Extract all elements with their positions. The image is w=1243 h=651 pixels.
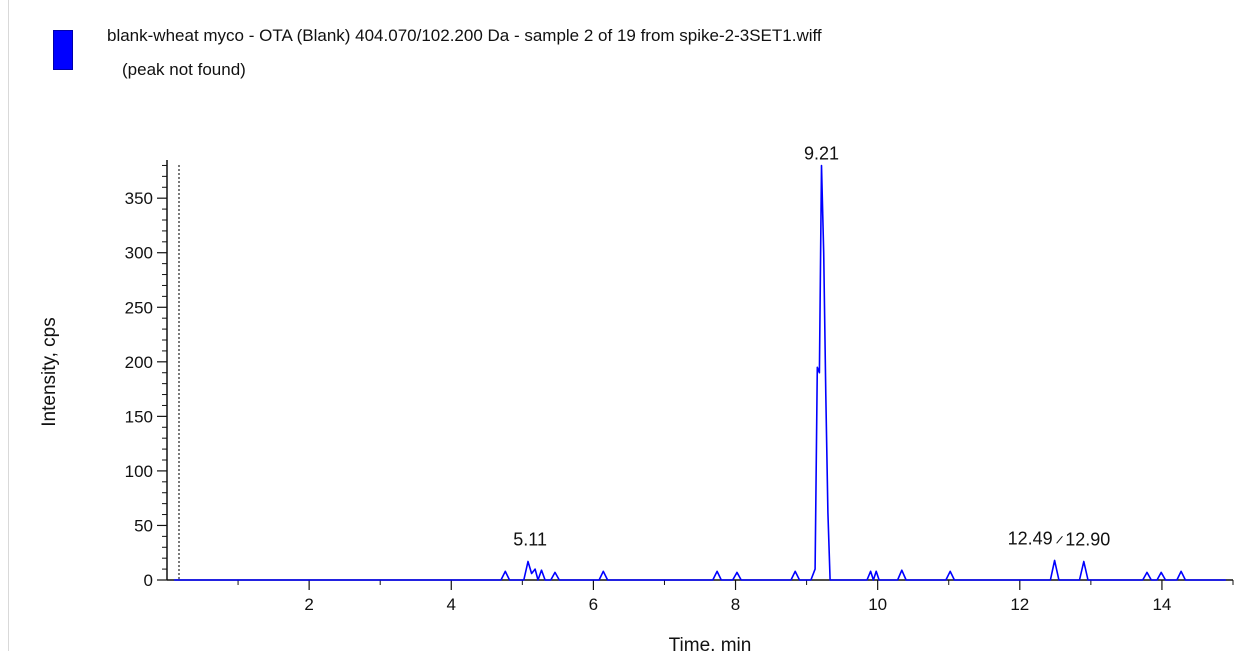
y-tick-label: 0	[144, 571, 153, 590]
y-tick-label: 250	[125, 298, 153, 317]
y-tick-label: 350	[125, 189, 153, 208]
label-connector	[1056, 536, 1063, 544]
x-tick-label: 14	[1152, 595, 1171, 614]
x-axis-title: Time, min	[669, 635, 752, 651]
peak-label: 12.90	[1065, 529, 1110, 549]
legend-title: blank-wheat myco - OTA (Blank) 404.070/1…	[107, 26, 822, 45]
x-tick-label: 2	[304, 595, 313, 614]
series-line-0	[174, 164, 1226, 581]
peak-label: 5.11	[513, 529, 547, 549]
chart-series	[174, 164, 1226, 581]
x-tick-label: 8	[731, 595, 740, 614]
y-tick-label: 50	[134, 516, 153, 535]
x-tick-label: 12	[1010, 595, 1029, 614]
legend-swatch	[53, 30, 73, 70]
y-tick-label: 300	[125, 244, 153, 263]
y-tick-label: 200	[125, 353, 153, 372]
peak-label: 12.49	[1008, 528, 1053, 548]
chart-axes	[166, 160, 1233, 581]
x-tick-label: 6	[589, 595, 598, 614]
legend-subtitle: (peak not found)	[122, 60, 246, 79]
y-tick-label: 150	[125, 407, 153, 426]
x-tick-label: 4	[447, 595, 456, 614]
panel-border-line	[8, 0, 9, 651]
y-axis-title: Intensity, cps	[39, 317, 60, 426]
chart-ticks: 0 50 100 150 200 250 300 350 2 4 6 8 10 12 14	[125, 164, 1234, 614]
x-tick-label: 10	[868, 595, 887, 614]
chart-peak-labels: 9.21 5.11 12.49 12.90	[513, 143, 1110, 549]
peak-label: 9.21	[804, 143, 839, 163]
y-tick-label: 100	[125, 462, 153, 481]
